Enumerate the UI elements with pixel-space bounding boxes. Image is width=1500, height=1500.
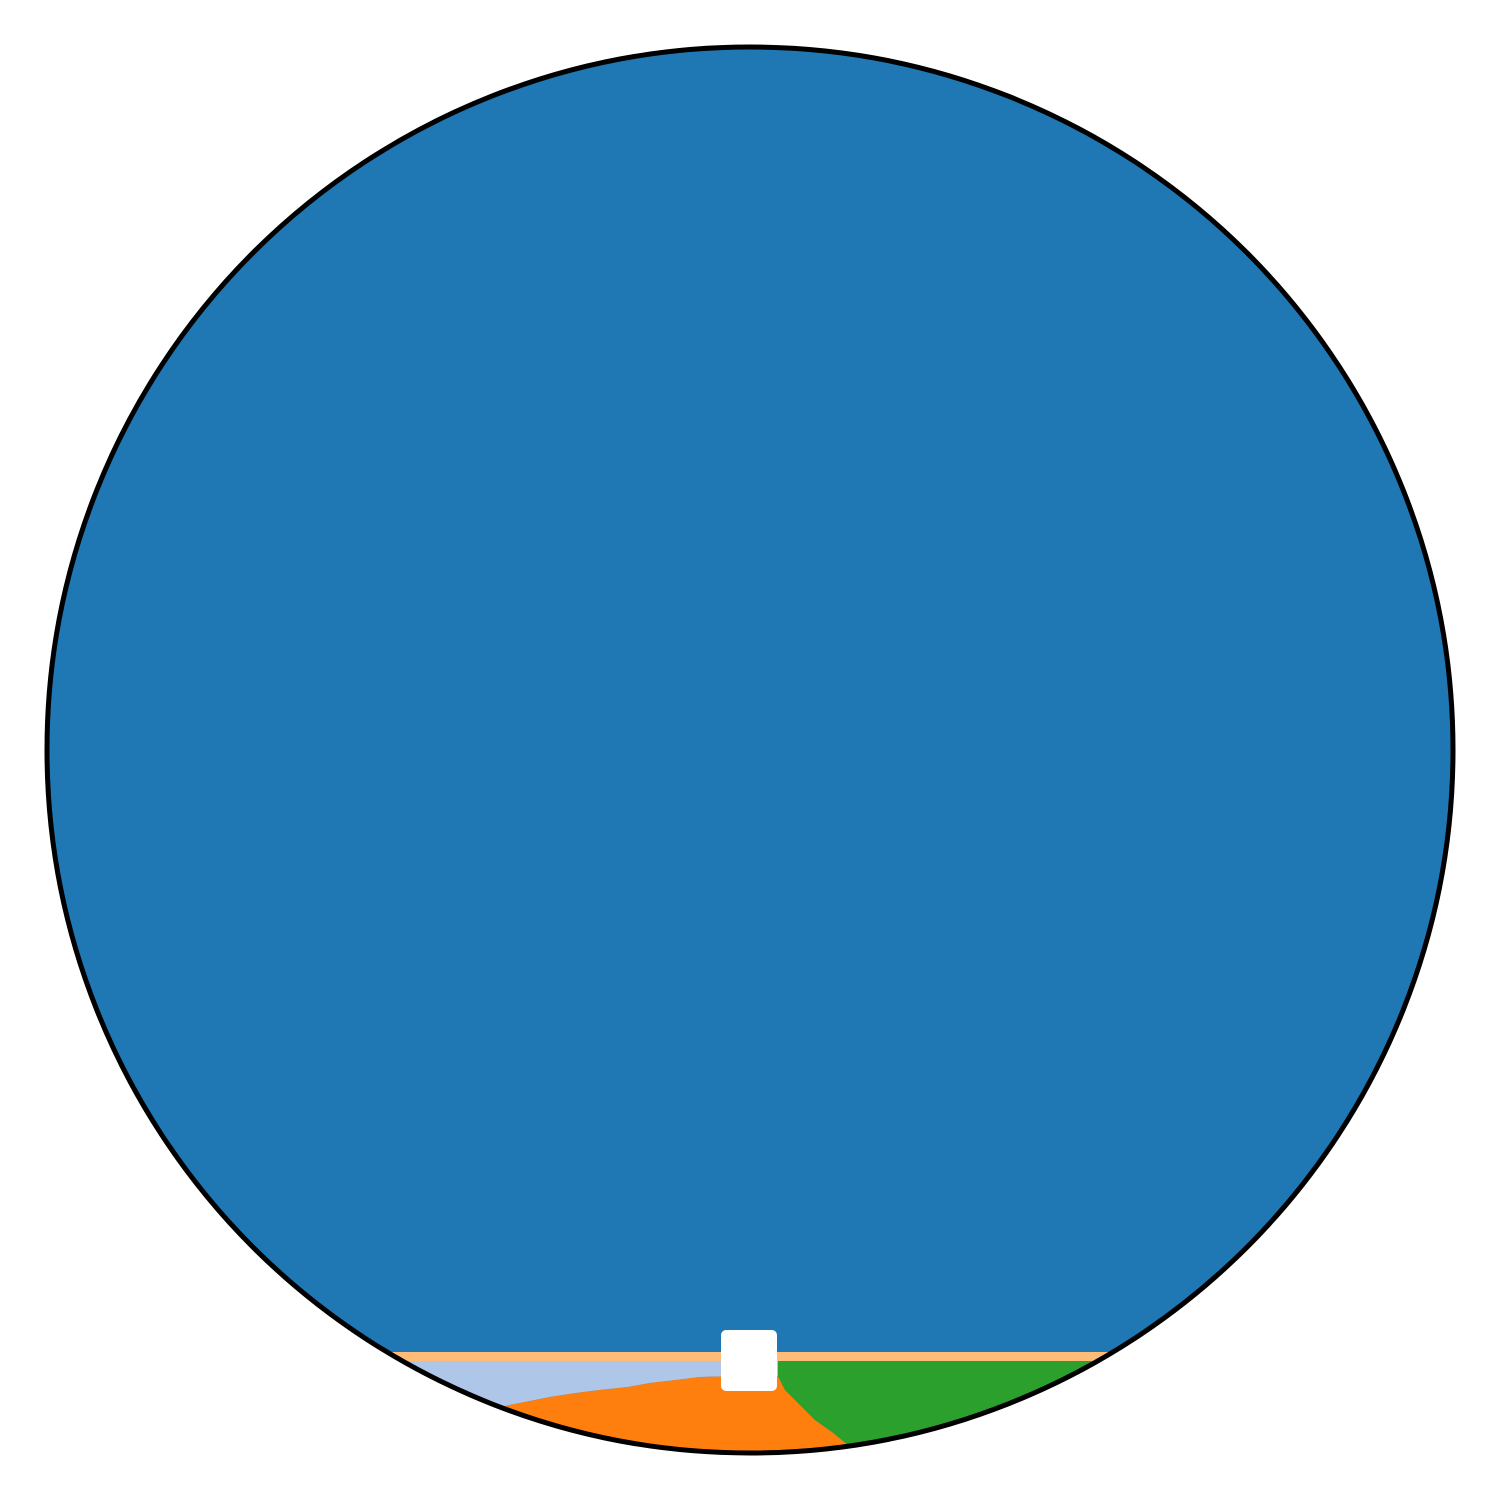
region-upper-blue [47, 47, 1453, 1453]
label-p5 [721, 1348, 777, 1391]
disk-fill [47, 47, 1453, 1453]
region-green [778, 1361, 1453, 1453]
label-p5-box [721, 1348, 777, 1391]
disk-outline [44, 44, 1456, 1456]
